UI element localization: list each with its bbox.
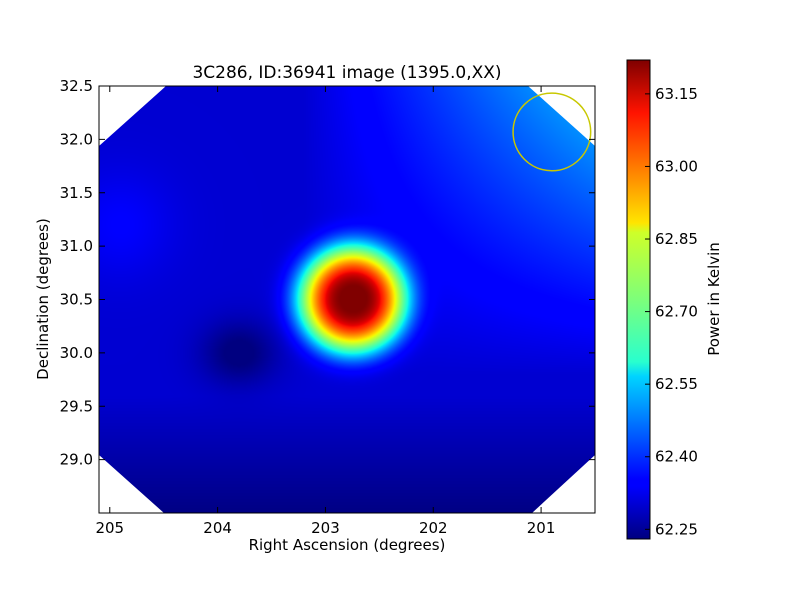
corner-masks	[99, 86, 595, 513]
y-axis-label: Declination (degrees)	[34, 218, 52, 380]
y-tick-label: 31.5	[60, 184, 93, 202]
colorbar-tick-label: 62.70	[655, 303, 698, 321]
heatmap-image	[99, 86, 595, 513]
colorbar-label: Power in Kelvin	[705, 242, 723, 356]
colorbar	[626, 59, 651, 540]
y-axis-ticks: 29.0 29.5 30.0 30.5 31.0 31.5 32.0 32.5	[60, 77, 595, 469]
y-tick-label: 30.5	[60, 291, 93, 309]
chart-title: 3C286, ID:36941 image (1395.0,XX)	[192, 63, 501, 83]
y-tick-label: 30.0	[60, 344, 93, 362]
colorbar-tick-label: 63.15	[655, 85, 698, 103]
colorbar-ticks: 62.25 62.40 62.55 62.70 62.85 63.00 63.15	[645, 85, 698, 538]
x-axis-label: Right Ascension (degrees)	[249, 536, 446, 554]
x-tick-label: 205	[95, 519, 124, 537]
y-tick-label: 32.5	[60, 77, 93, 95]
x-tick-label: 203	[311, 519, 340, 537]
corner-mask-top-left	[99, 86, 166, 146]
corner-mask-bottom-right	[532, 455, 595, 513]
y-tick-label: 32.0	[60, 130, 93, 148]
x-tick-label: 204	[203, 519, 232, 537]
y-tick-label: 31.0	[60, 237, 93, 255]
beam-circle	[512, 92, 592, 172]
colorbar-tick-label: 62.25	[655, 520, 698, 538]
corner-mask-top-right	[528, 86, 595, 146]
corner-mask-bottom-left	[99, 455, 164, 513]
x-tick-label: 201	[527, 519, 556, 537]
colorbar-tick-label: 62.85	[655, 230, 698, 248]
y-tick-label: 29.5	[60, 397, 93, 415]
colorbar-tick-label: 62.40	[655, 448, 698, 466]
colorbar-tick-label: 62.55	[655, 375, 698, 393]
x-tick-label: 202	[419, 519, 448, 537]
x-axis-ticks: 205 204 203 202 201	[95, 86, 555, 537]
colorbar-tick-label: 63.00	[655, 157, 698, 175]
y-tick-label: 29.0	[60, 451, 93, 469]
